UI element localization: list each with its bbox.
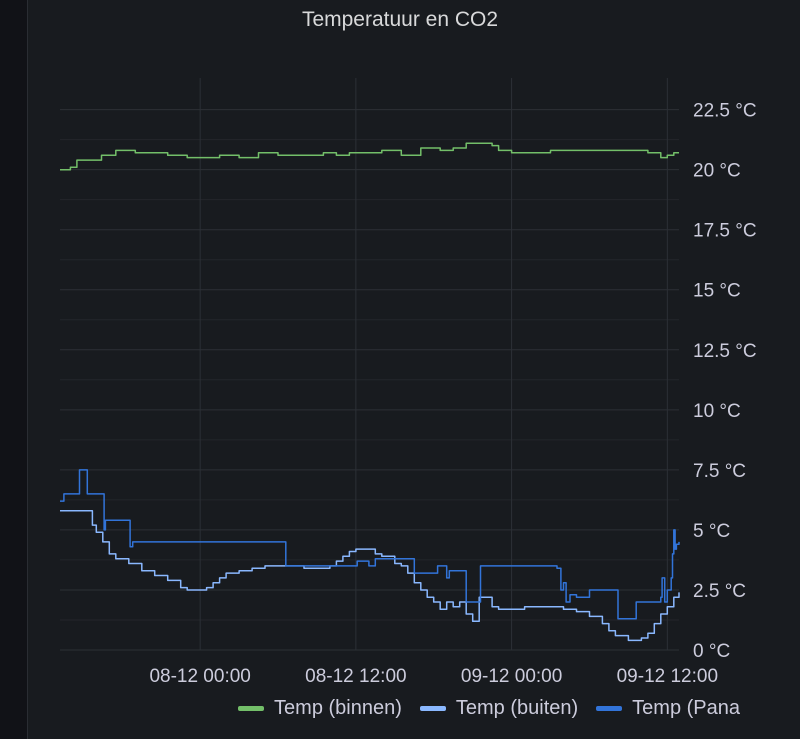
y-tick-label: 20 °C	[693, 161, 741, 182]
legend-swatch	[419, 706, 446, 711]
y-tick-label: 0 °C	[693, 641, 730, 662]
series-line-1	[60, 509, 680, 642]
legend-label: Temp (Pana	[632, 697, 740, 719]
x-axis: 08-12 00:00 08-12 12:00 09-12 00:00 09-12 1…	[149, 666, 718, 687]
y-axis: 0 °C 2.5 °C 5 °C 7.5 °C 10 °C 12.5 °C 15 °C 17.…	[693, 101, 757, 662]
legend-label: Temp (binnen)	[274, 697, 402, 719]
legend-label: Temp (buiten)	[455, 697, 579, 719]
grid	[60, 78, 679, 651]
y-tick-label: 2.5 °C	[693, 581, 746, 602]
legend-swatch	[238, 706, 265, 711]
legend-swatch	[596, 706, 623, 711]
legend-item[interactable]: Temp (buiten)	[419, 697, 579, 720]
x-tick-label: 09-12 12:00	[617, 666, 718, 687]
series-lines	[60, 142, 680, 642]
y-tick-label: 15 °C	[693, 281, 741, 302]
series-line-0	[60, 142, 679, 171]
y-tick-label: 22.5 °C	[693, 101, 757, 122]
x-tick-label: 08-12 00:00	[149, 666, 250, 687]
y-tick-label: 17.5 °C	[693, 221, 757, 242]
legend-item[interactable]: Temp (Pana	[596, 697, 740, 720]
x-tick-label: 09-12 00:00	[461, 666, 562, 687]
y-tick-label: 7.5 °C	[693, 461, 746, 482]
series-line-2	[60, 469, 680, 620]
legend-item[interactable]: Temp (binnen)	[238, 697, 402, 720]
y-tick-label: 10 °C	[693, 401, 741, 422]
x-tick-label: 08-12 12:00	[305, 666, 406, 687]
y-tick-label: 5 °C	[693, 521, 730, 542]
chart-panel	[27, 0, 800, 739]
y-tick-label: 12.5 °C	[693, 341, 757, 362]
panel-title: Temperatuur en CO2	[301, 8, 499, 31]
legend: Temp (binnen) Temp (buiten) Temp (Pana	[238, 697, 740, 720]
